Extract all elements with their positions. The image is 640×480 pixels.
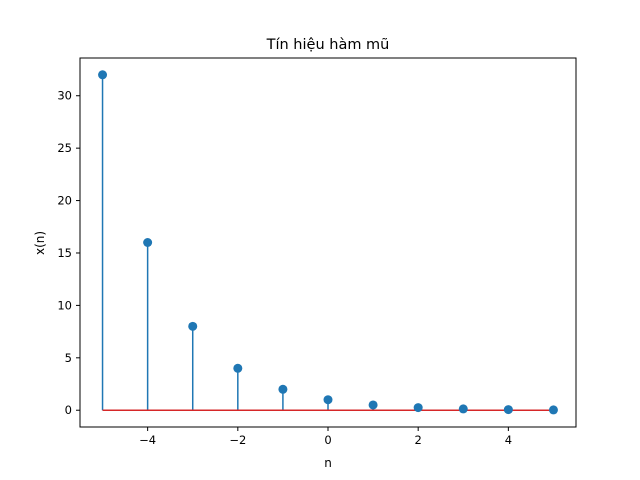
x-tick-label: 2 [415,433,422,447]
x-axis-label: n [324,456,332,470]
y-tick-label: 0 [65,403,72,417]
data-point-marker [458,404,468,414]
data-point-marker [278,384,288,394]
data-point-marker [503,405,513,415]
data-point-marker [323,395,333,405]
x-tick-label: −4 [139,433,156,447]
x-tick-label: 0 [324,433,331,447]
y-tick-label: 25 [57,141,72,155]
data-point-marker [548,405,558,415]
data-point-marker [98,70,108,80]
data-point-marker [368,400,378,410]
data-point-marker [413,403,423,413]
x-tick-label: 4 [505,433,512,447]
plot-area [98,70,558,415]
data-point-marker [188,321,198,331]
axes: −4 −2 0 2 4 0 5 10 15 20 25 30 [57,57,577,447]
chart-title: Tín hiệu hàm mũ [266,37,390,53]
y-tick-label: 20 [57,194,72,208]
y-tick-label: 5 [65,351,72,365]
data-point-marker [143,238,153,247]
y-tick-label: 10 [57,298,72,312]
data-point-marker [233,363,243,373]
y-tick-label: 30 [57,89,72,103]
y-tick-label: 15 [57,246,72,260]
x-tick-label: −2 [229,433,246,447]
y-axis-label: x(n) [33,231,47,255]
